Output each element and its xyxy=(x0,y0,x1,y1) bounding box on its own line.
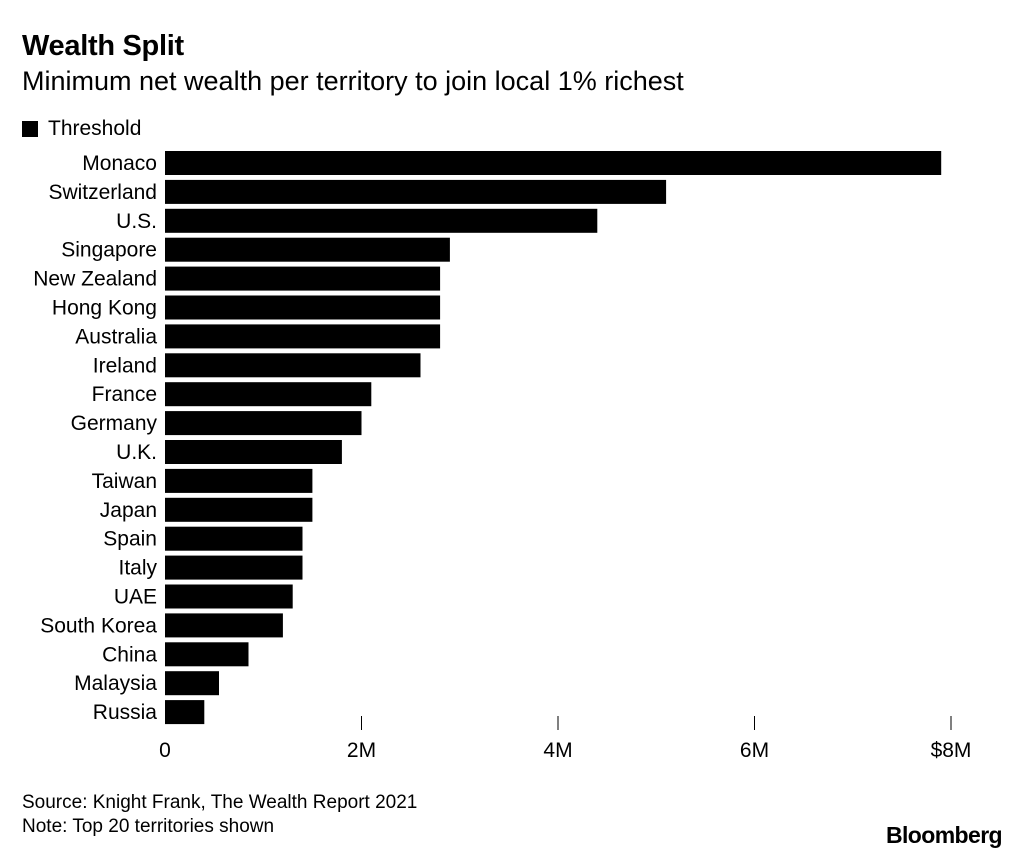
footnote: Note: Top 20 territories shown xyxy=(22,816,275,837)
category-label: France xyxy=(92,383,157,406)
bar-australia xyxy=(165,324,441,349)
category-label: Singapore xyxy=(61,239,157,262)
category-label: Hong Kong xyxy=(52,297,157,320)
category-label: Spain xyxy=(103,528,157,551)
bar-u-k xyxy=(165,440,342,464)
x-tick-label: 6M xyxy=(740,739,769,762)
bloomberg-logo: Bloomberg xyxy=(886,822,1003,848)
category-label: New Zealand xyxy=(33,268,157,291)
chart-title: Wealth Split xyxy=(22,30,184,62)
bar-spain xyxy=(165,526,303,551)
category-label: Malaysia xyxy=(74,672,157,695)
category-label: Taiwan xyxy=(92,470,157,493)
category-label: South Korea xyxy=(40,614,157,637)
bar-south-korea xyxy=(165,613,283,638)
category-label: Ireland xyxy=(93,354,157,377)
legend: Threshold xyxy=(22,117,141,141)
bar-u-s xyxy=(165,208,598,233)
category-label: Australia xyxy=(75,325,157,348)
x-tick-label: 4M xyxy=(543,739,572,762)
category-label: Japan xyxy=(100,499,157,522)
category-label: China xyxy=(102,643,157,666)
category-label: Monaco xyxy=(82,152,157,175)
x-tick-label: $8M xyxy=(931,739,972,762)
bar-new-zealand xyxy=(165,266,441,291)
bar-france xyxy=(165,382,372,407)
bar-russia xyxy=(165,700,205,725)
category-label: U.K. xyxy=(116,441,157,464)
category-label: Russia xyxy=(93,701,158,724)
bar-germany xyxy=(165,411,362,436)
category-label: Italy xyxy=(118,557,157,580)
legend-label: Threshold xyxy=(48,117,142,140)
category-label: Switzerland xyxy=(48,181,157,204)
category-label: U.S. xyxy=(116,210,157,233)
bar-singapore xyxy=(165,237,450,262)
bar-switzerland xyxy=(165,179,667,204)
bar-ireland xyxy=(165,353,421,378)
bar-italy xyxy=(165,555,303,580)
category-label: UAE xyxy=(114,586,157,609)
source-note: Source: Knight Frank, The Wealth Report … xyxy=(22,792,418,813)
chart-subtitle: Minimum net wealth per territory to join… xyxy=(22,66,684,96)
bar-taiwan xyxy=(165,468,313,493)
x-tick-label: 2M xyxy=(347,739,376,762)
bar-japan xyxy=(165,497,313,522)
category-label: Germany xyxy=(71,412,158,435)
bar-malaysia xyxy=(165,671,219,696)
x-tick-label: 0 xyxy=(159,739,171,762)
bar-china xyxy=(165,642,249,667)
legend-swatch xyxy=(22,121,38,137)
bar-monaco xyxy=(165,151,942,175)
bar-hong-kong xyxy=(165,295,441,320)
bar-uae xyxy=(165,584,293,609)
